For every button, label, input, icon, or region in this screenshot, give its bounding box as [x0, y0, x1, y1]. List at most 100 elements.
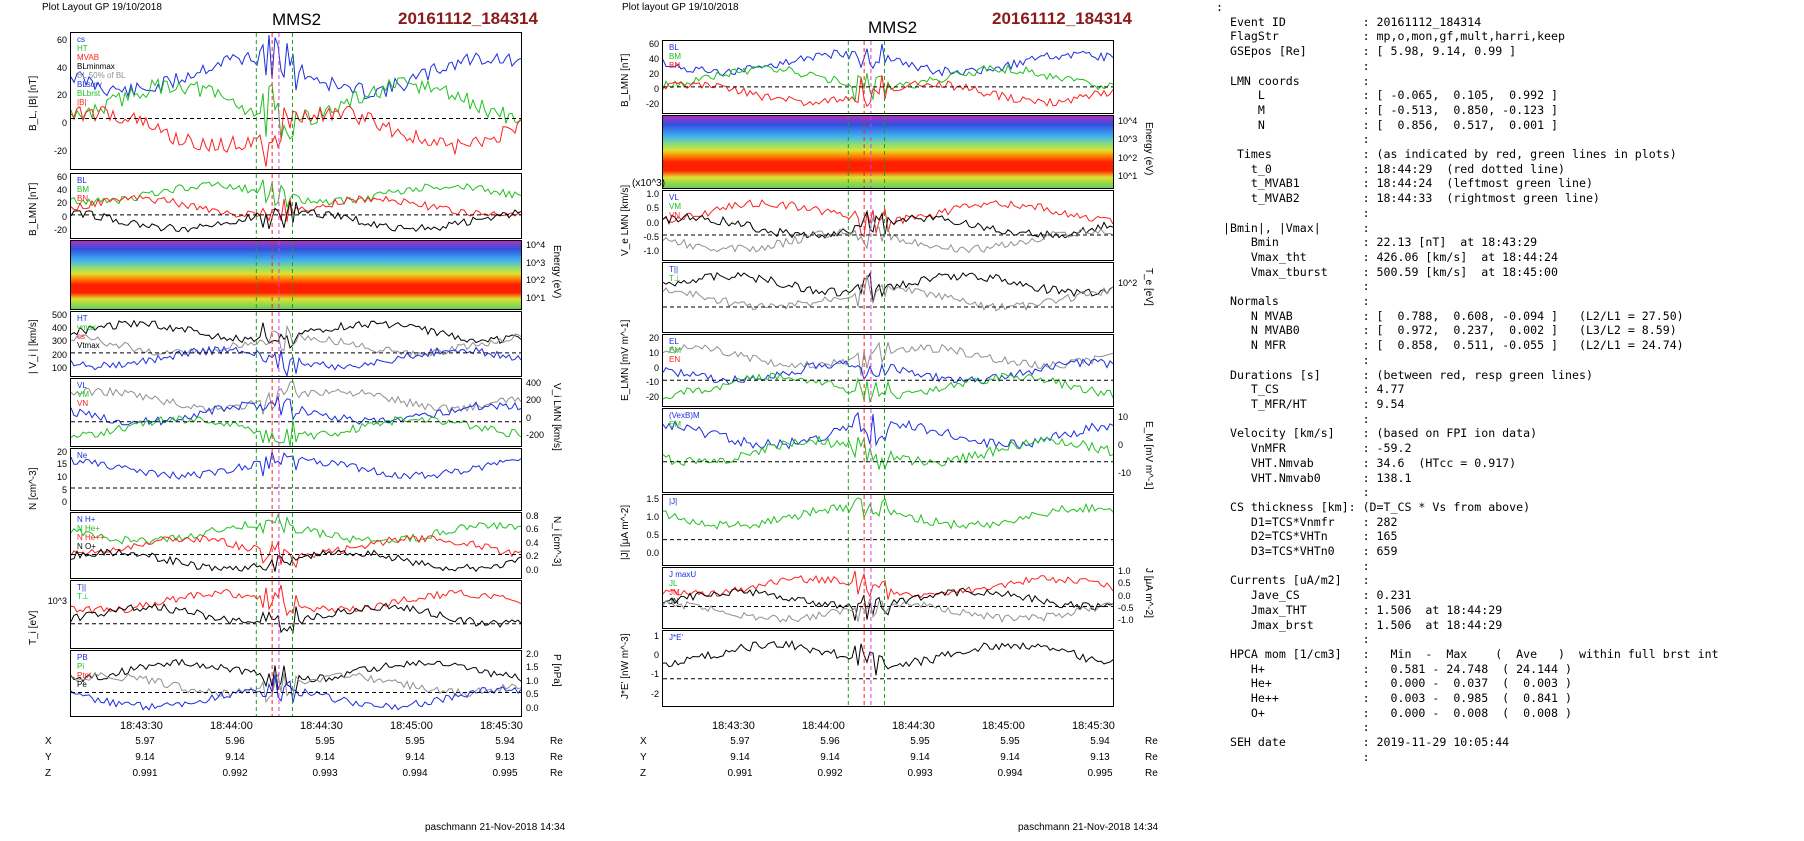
y-tick-label: 0.8	[526, 511, 539, 522]
y-tick-label: 0	[1118, 439, 1124, 450]
series-line	[663, 434, 1113, 471]
series-line	[71, 584, 521, 617]
ephemeris-cell: Y	[640, 751, 647, 763]
legend-entry: BLminmax	[77, 62, 115, 71]
event-markers	[847, 191, 885, 260]
y-tick-label: 40	[56, 62, 67, 73]
series-line	[71, 380, 521, 415]
panel-legend: VL VM VN	[669, 193, 681, 220]
panel-legend: EL EM EN	[669, 337, 681, 364]
ephemeris-cell: 5.95	[1000, 735, 1020, 747]
ephemeris-cell: 9.13	[495, 751, 515, 763]
legend-entry: BL 50% of BL	[77, 71, 126, 80]
y-tick-label: 1.0	[646, 189, 659, 200]
panel-curves	[663, 43, 1113, 108]
series-line	[71, 345, 521, 376]
ephemeris-cell: 0.994	[997, 767, 1023, 779]
ephemeris-cell: Re	[1145, 735, 1158, 747]
ephemeris-cell: 5.96	[225, 735, 245, 747]
y-tick-label: 0.0	[526, 702, 539, 713]
scale-label: (x10^3)	[632, 178, 666, 189]
y-tick-label: 60	[56, 171, 67, 182]
legend-entry: BM	[669, 52, 681, 61]
event-markers	[847, 631, 885, 706]
legend-entry: Pe	[77, 680, 87, 689]
y-tick-label: 10^1	[526, 292, 546, 303]
legend-entry: EL	[669, 337, 679, 346]
panel-ylabel: Energy (eV)	[1143, 122, 1154, 176]
legend-entry: J*E'	[669, 633, 683, 642]
y-tick-label: -10	[645, 377, 659, 388]
y-tick-label: 20	[56, 446, 67, 457]
left-footer: paschmann 21-Nov-2018 14:34	[425, 822, 566, 833]
series-line	[71, 674, 521, 711]
series-line	[663, 43, 1113, 77]
y-tick-label: 1	[653, 630, 659, 641]
right-plot-panel-2: VL VM VN	[662, 190, 1114, 261]
series-line	[663, 274, 1113, 312]
y-tick-label: -10	[1118, 468, 1132, 479]
series-line	[663, 587, 1113, 621]
series-line	[71, 194, 521, 222]
ephemeris-row: Z 0.991 0.992 0.993 0.994 0.995 Re	[640, 765, 1175, 781]
panel-curves	[663, 411, 1113, 471]
left-plot-panel-2	[70, 240, 522, 310]
y-tick-label: 20	[56, 90, 67, 101]
panel-legend: HT vmax cs Vtmax	[77, 314, 100, 350]
y-tick-label: 20	[648, 333, 659, 344]
right-plot-header: Plot layout GP 19/10/2018	[622, 2, 739, 13]
legend-entry: |B|	[77, 98, 87, 107]
legend-entry: VN	[77, 399, 89, 408]
y-tick-label: 0.0	[646, 217, 659, 228]
panel-curves	[663, 570, 1113, 623]
y-tick-label: 0.0	[646, 548, 659, 559]
panel-curves	[71, 584, 521, 634]
legend-entry: VN	[669, 211, 681, 220]
ephemeris-cell: 9.13	[1090, 751, 1110, 763]
panel-ylabel: E_LMN [mV m^-1]	[620, 319, 631, 401]
panel-curves	[71, 380, 521, 446]
panel-legend: VL VM VN	[77, 381, 89, 408]
legend-entry: N H+	[77, 515, 96, 524]
series-line	[663, 209, 1113, 241]
y-tick-label: 400	[51, 323, 67, 334]
panel-curves	[71, 179, 521, 233]
y-tick-label: 100	[51, 362, 67, 373]
panel-ylabel: Energy (eV)	[551, 245, 562, 299]
series-line	[71, 179, 521, 208]
y-tick-label: 60	[648, 39, 659, 50]
y-tick-label: 200	[526, 395, 542, 406]
legend-entry: cs	[77, 332, 85, 341]
panel-legend: T|| T⊥	[669, 265, 681, 283]
panel-curves	[71, 513, 521, 573]
event-markers	[255, 513, 293, 578]
panel-legend: Ne	[77, 451, 87, 460]
ephemeris-cell: 9.14	[135, 751, 155, 763]
ephemeris-cell: Re	[1145, 751, 1158, 763]
series-line	[663, 271, 1113, 303]
ephemeris-cell: 0.995	[492, 767, 518, 779]
panel-ylabel: B_LMN [nT]	[28, 182, 39, 236]
series-line	[663, 63, 1113, 103]
series-line	[663, 372, 1113, 403]
panel-curves	[663, 497, 1113, 541]
y-tick-label: 20	[56, 198, 67, 209]
y-tick-label: 400	[526, 378, 542, 389]
series-line	[71, 201, 521, 233]
y-tick-label: 40	[648, 54, 659, 65]
legend-entry: PB	[77, 653, 88, 662]
legend-entry: N O+	[77, 542, 96, 551]
ephemeris-row: Y 9.14 9.14 9.14 9.14 9.13 Re	[45, 749, 580, 765]
legend-entry: vmax	[77, 323, 97, 332]
right-plot-panel-6: |J|	[662, 494, 1114, 566]
time-tick-label: 18:44:30	[300, 720, 343, 732]
ephemeris-cell: 5.94	[495, 735, 515, 747]
y-tick-label: 10^4	[526, 240, 546, 251]
event-markers	[255, 312, 293, 376]
right-plot-panel-7: J maxU JL JM JN	[662, 567, 1114, 629]
legend-entry: Pi	[77, 662, 85, 671]
series-line	[663, 341, 1113, 376]
time-tick-label: 18:43:30	[712, 720, 755, 732]
left-plot-panel-4: VL VM VN	[70, 378, 522, 447]
ephemeris-cell: 9.14	[1000, 751, 1020, 763]
